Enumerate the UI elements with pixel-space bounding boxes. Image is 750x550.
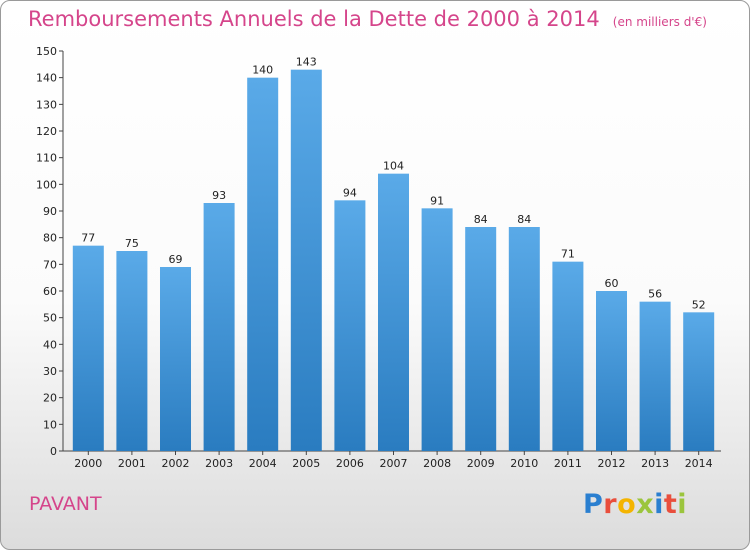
x-tick-label: 2012: [598, 457, 626, 470]
x-tick-label: 2014: [685, 457, 713, 470]
x-tick-label: 2013: [641, 457, 669, 470]
bar-value-label: 140: [252, 64, 273, 77]
bar-value-label: 71: [561, 248, 575, 261]
y-tick-label: 50: [43, 312, 57, 325]
logo-letter: i: [677, 489, 688, 520]
bar-value-label: 93: [212, 189, 226, 202]
bar: [552, 261, 584, 451]
x-tick-label: 2007: [380, 457, 408, 470]
bar: [160, 267, 191, 451]
logo-letter: P: [583, 489, 604, 520]
bar-value-label: 143: [296, 56, 317, 69]
bar-value-label: 104: [383, 160, 404, 173]
bar: [421, 208, 453, 451]
commune-name: PAVANT: [29, 493, 102, 515]
y-tick-label: 30: [43, 365, 57, 378]
y-tick-label: 90: [43, 205, 57, 218]
x-tick-label: 2000: [74, 457, 102, 470]
bar-value-label: 91: [430, 194, 444, 207]
y-tick-label: 150: [36, 45, 57, 58]
bar-value-label: 52: [692, 298, 706, 311]
bar-value-label: 69: [169, 253, 183, 266]
bar-value-label: 94: [343, 186, 357, 199]
y-tick-label: 120: [36, 125, 57, 138]
logo-letter: r: [603, 489, 618, 520]
y-tick-label: 0: [50, 445, 57, 458]
bar: [203, 203, 235, 451]
y-tick-label: 140: [36, 72, 57, 85]
y-tick-label: 10: [43, 418, 57, 431]
x-tick-label: 2009: [467, 457, 495, 470]
y-tick-label: 110: [36, 152, 57, 165]
bar: [465, 227, 497, 451]
y-tick-label: 60: [43, 285, 57, 298]
bar-value-label: 60: [605, 277, 619, 290]
chart-axes: 0 10 20 30 40 50 60 70 80 90 100 110 120 130 140 150 200…: [36, 45, 721, 470]
bar: [247, 77, 279, 452]
y-tick-label: 130: [36, 98, 57, 111]
logo-letter: i: [654, 489, 664, 520]
logo-letter: x: [636, 489, 655, 520]
logo-letter: t: [663, 489, 678, 520]
x-tick-label: 2004: [249, 457, 277, 470]
bar: [683, 312, 715, 451]
x-tick-label: 2003: [205, 457, 233, 470]
x-tick-label: 2005: [292, 457, 320, 470]
bar-value-label: 84: [474, 213, 488, 226]
y-tick-label: 80: [43, 232, 57, 245]
x-tick-label: 2006: [336, 457, 364, 470]
chart-title: Remboursements Annuels de la Dette de 20…: [28, 7, 600, 31]
bar: [639, 301, 671, 451]
bar: [508, 227, 540, 451]
logo-letter: o: [617, 489, 637, 520]
y-tick-label: 40: [43, 338, 57, 351]
bar-value-label: 56: [648, 288, 662, 301]
x-tick-label: 2002: [162, 457, 190, 470]
bar: [378, 173, 409, 451]
bar: [72, 245, 104, 451]
proxiti-logo: Proxiti: [583, 489, 687, 520]
chart-subtitle: (en milliers d'€): [612, 15, 707, 29]
x-tick-label: 2001: [118, 457, 146, 470]
bar-value-label: 84: [517, 213, 531, 226]
chart-title-block: Remboursements Annuels de la Dette de 20…: [28, 7, 707, 31]
y-tick-label: 70: [43, 258, 57, 271]
chart-bars: 77 75 69 93 140 143 94 104 91 84 84 71 60 56 52: [72, 56, 715, 452]
y-tick-label: 100: [36, 178, 57, 191]
bar: [290, 69, 322, 452]
x-tick-label: 2008: [423, 457, 451, 470]
bar-value-label: 75: [125, 237, 139, 250]
bar: [116, 251, 148, 451]
x-tick-label: 2011: [554, 457, 582, 470]
bar: [596, 291, 627, 451]
bar-value-label: 77: [81, 232, 95, 245]
bar: [334, 200, 366, 451]
x-tick-label: 2010: [510, 457, 538, 470]
y-tick-label: 20: [43, 392, 57, 405]
